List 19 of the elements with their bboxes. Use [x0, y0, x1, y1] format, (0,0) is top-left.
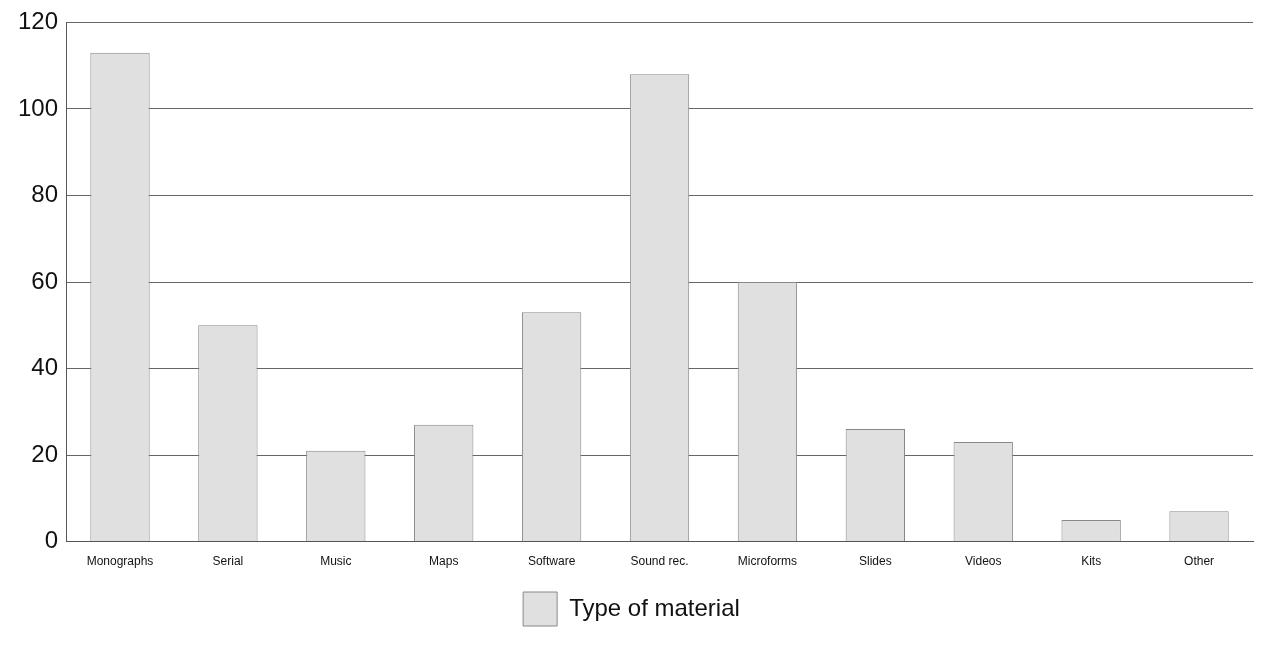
- x-tick-label: Other: [1184, 554, 1215, 569]
- x-tick-label: Music: [320, 554, 352, 569]
- y-tick-label: 0: [44, 526, 59, 554]
- y-tick-label: 60: [31, 266, 59, 294]
- y-tick-label: 20: [31, 439, 59, 467]
- x-tick-label: Microforms: [737, 554, 798, 569]
- y-tick-label: 120: [18, 7, 59, 35]
- x-tick-label: Sound rec.: [630, 554, 689, 569]
- x-tick-label: Monographs: [86, 554, 154, 569]
- x-tick-label: Slides: [858, 554, 892, 569]
- x-tick-label: Videos: [964, 554, 1002, 569]
- x-tick-label: Software: [527, 554, 576, 569]
- y-tick-label: 40: [31, 353, 59, 381]
- x-tick-label: Serial: [212, 554, 244, 569]
- x-tick-label: Maps: [429, 554, 459, 569]
- y-tick-label: 80: [31, 180, 59, 208]
- legend-label: Type of material: [569, 593, 740, 621]
- y-tick-label: 100: [18, 93, 59, 121]
- x-tick-label: Kits: [1081, 554, 1102, 569]
